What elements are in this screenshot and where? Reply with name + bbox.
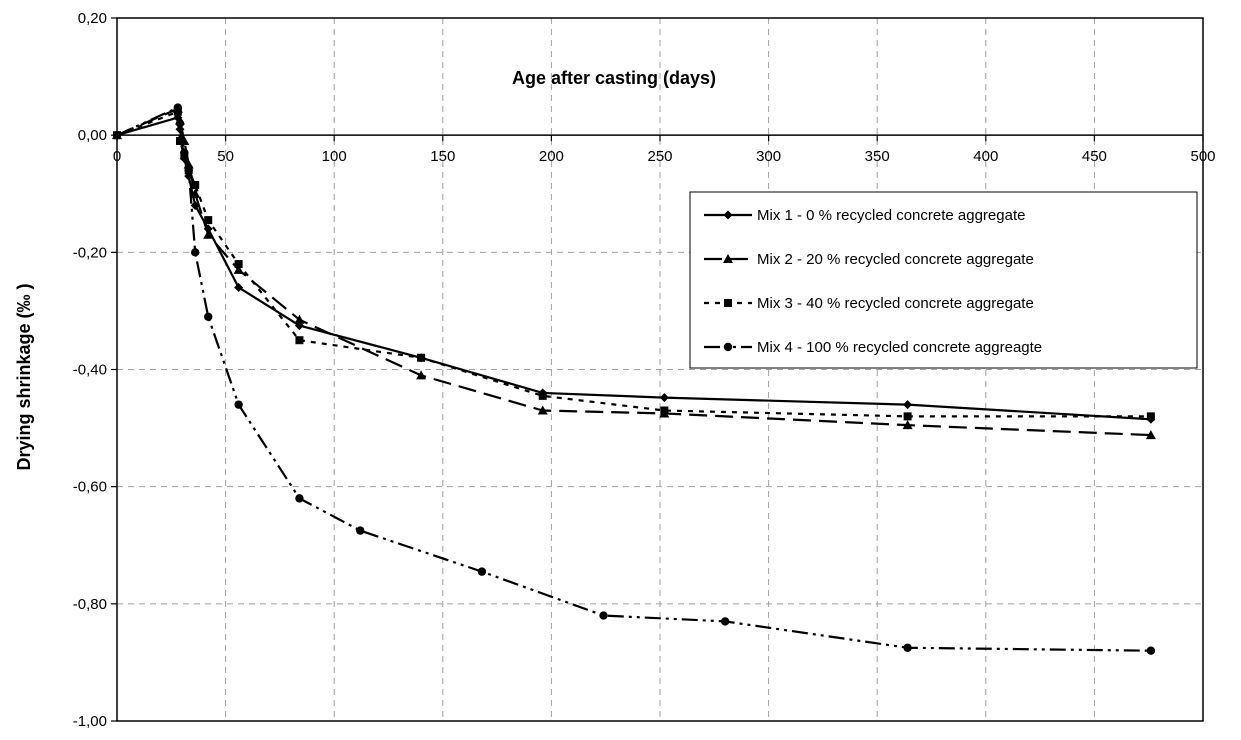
y-tick-label: 0,20 bbox=[78, 10, 107, 27]
series-2-point bbox=[294, 314, 305, 324]
series-4-point bbox=[190, 248, 200, 257]
y-tick-label: -0,20 bbox=[73, 244, 107, 261]
x-tick-label: 50 bbox=[217, 148, 234, 165]
series-4-point bbox=[175, 119, 185, 128]
x-axis-title: Age after casting (days) bbox=[512, 68, 716, 88]
series-2-point bbox=[537, 405, 548, 415]
legend-item-2: Mix 2 - 20 % recycled concrete aggregate bbox=[704, 251, 1034, 268]
series-3-point bbox=[204, 216, 213, 225]
series-2-point bbox=[902, 420, 913, 430]
y-tick-label: -0,60 bbox=[73, 479, 107, 496]
legend-label: Mix 4 - 100 % recycled concrete aggreagt… bbox=[757, 339, 1042, 356]
legend-label: Mix 1 - 0 % recycled concrete aggregate bbox=[757, 207, 1025, 224]
y-tick-label: -0,40 bbox=[73, 362, 107, 379]
series-4-point bbox=[112, 130, 122, 140]
series-2-point bbox=[1145, 430, 1156, 440]
y-axis-ticks: 0,20 0,00 -0,20 -0,40 -0,60 -0,80 -1,00 bbox=[73, 10, 117, 730]
y-tick-label: -0,80 bbox=[73, 596, 107, 613]
y-tick-label: 0,00 bbox=[78, 127, 107, 144]
series-4-point bbox=[1146, 646, 1156, 655]
series-3-point bbox=[538, 391, 547, 400]
series-4-point bbox=[234, 400, 243, 409]
legend: Mix 1 - 0 % recycled concrete aggregate M… bbox=[689, 191, 1198, 369]
legend-items: Mix 1 - 0 % recycled concrete aggregate M… bbox=[704, 207, 1042, 356]
series-4-point bbox=[204, 312, 213, 321]
series-4-point bbox=[173, 103, 183, 112]
x-tick-label: 400 bbox=[973, 148, 998, 165]
x-tick-label: 350 bbox=[865, 148, 890, 165]
x-tick-label: 500 bbox=[1190, 148, 1215, 165]
series-2-point bbox=[416, 370, 427, 380]
series-3-point bbox=[191, 180, 200, 189]
series-1-point bbox=[659, 393, 669, 403]
series-3-point bbox=[660, 406, 669, 415]
y-axis-title: Drying shrinkage (‰ ) bbox=[14, 283, 34, 470]
series-4-point bbox=[599, 611, 608, 620]
x-tick-label: 150 bbox=[430, 148, 455, 165]
series-4 bbox=[112, 103, 1156, 655]
x-tick-label: 300 bbox=[756, 148, 781, 165]
series-1-point bbox=[903, 400, 913, 410]
series-4-point bbox=[184, 166, 193, 175]
series-2-point bbox=[183, 159, 194, 169]
legend-label: Mix 2 - 20 % recycled concrete aggregate bbox=[757, 251, 1034, 268]
legend-marker bbox=[723, 254, 733, 263]
legend-label: Mix 3 - 40 % recycled concrete aggregate bbox=[757, 295, 1034, 312]
series-1-line bbox=[116, 116, 1151, 421]
legend-item-3: Mix 3 - 40 % recycled concrete aggregate bbox=[704, 295, 1034, 312]
series-4-point bbox=[295, 494, 304, 503]
legend-marker bbox=[723, 210, 733, 220]
series-3-point bbox=[1146, 412, 1155, 421]
series-2-point bbox=[203, 229, 214, 239]
x-tick-label: 450 bbox=[1082, 148, 1107, 165]
y-tick-label: -1,00 bbox=[73, 713, 107, 730]
series-4-point bbox=[180, 148, 189, 157]
series-4-line bbox=[116, 106, 1151, 652]
series-2-point bbox=[190, 188, 201, 198]
data-series bbox=[112, 103, 1156, 655]
legend-item-4: Mix 4 - 100 % recycled concrete aggreagt… bbox=[704, 339, 1042, 356]
x-tick-label: 200 bbox=[539, 148, 564, 165]
legend-box bbox=[689, 191, 1198, 369]
series-3-point bbox=[903, 412, 912, 421]
series-4-point bbox=[903, 643, 912, 652]
series-4-point bbox=[720, 617, 730, 626]
series-4-point bbox=[356, 526, 365, 535]
series-3-point bbox=[295, 336, 304, 345]
legend-item-1: Mix 1 - 0 % recycled concrete aggregate bbox=[704, 207, 1025, 224]
legend-marker bbox=[723, 342, 733, 352]
x-tick-label: 100 bbox=[322, 148, 347, 165]
legend-marker bbox=[724, 299, 732, 307]
x-tick-label: 250 bbox=[647, 148, 672, 165]
series-2-point bbox=[233, 264, 244, 274]
series-3-point bbox=[175, 137, 184, 146]
x-axis-ticks: 0 50 100 150 200 250 300 350 400 450 500 bbox=[113, 135, 1216, 165]
series-3-point bbox=[234, 260, 243, 269]
series-4-point bbox=[477, 567, 487, 576]
series-1-point bbox=[234, 282, 244, 292]
grid-lines bbox=[117, 18, 1203, 721]
x-tick-label: 0 bbox=[113, 148, 121, 165]
series-3-point bbox=[417, 353, 426, 362]
